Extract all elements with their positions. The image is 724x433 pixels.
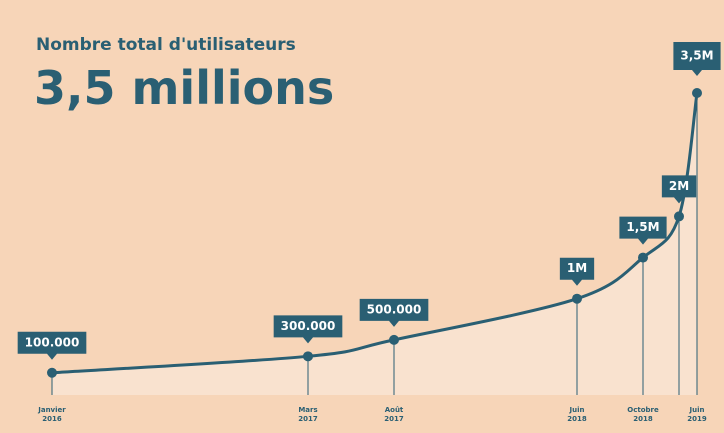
point: [674, 211, 684, 222]
callout: 1,5M: [619, 216, 667, 245]
callout: 1M: [559, 257, 595, 286]
callout: 100.000: [17, 331, 87, 360]
callout: 300.000: [273, 315, 343, 344]
value-label: 1M: [567, 261, 587, 275]
callout-box: [17, 331, 87, 360]
point: [692, 88, 702, 98]
area: [52, 93, 697, 395]
x-tick-label: Juin 2019: [687, 406, 707, 423]
callout-box: [359, 298, 429, 327]
value-label: 1,5M: [626, 220, 659, 234]
chart-subtitle: 3,5 millions: [34, 61, 334, 115]
point: [638, 252, 648, 263]
point: [572, 293, 582, 304]
callout-box: [559, 257, 595, 286]
callout-box: [673, 42, 721, 76]
callout: 500.000: [359, 298, 429, 327]
value-label: 300.000: [281, 319, 336, 333]
value-label: 100.000: [25, 335, 80, 349]
callout: 3,5M: [673, 42, 721, 76]
point: [303, 351, 313, 362]
point: [47, 367, 57, 378]
value-label: 500.000: [367, 302, 422, 316]
x-tick-label: Janvier 2016: [37, 406, 66, 423]
chart-title: Nombre total d'utilisateurs: [36, 35, 296, 55]
value-label: 3,5M: [680, 49, 713, 63]
x-tick-label: Mars 2017: [298, 406, 318, 423]
callout-box: [619, 216, 667, 245]
x-tick-label: Août 2017: [384, 406, 404, 423]
callout-box: [661, 175, 697, 204]
callout: 2M: [661, 175, 697, 204]
value-label: 2M: [669, 179, 689, 193]
point: [389, 334, 399, 345]
x-tick-label: Octobre 2018: [627, 406, 659, 423]
callout-box: [273, 315, 343, 344]
x-tick-label: Juin 2018: [567, 406, 587, 423]
